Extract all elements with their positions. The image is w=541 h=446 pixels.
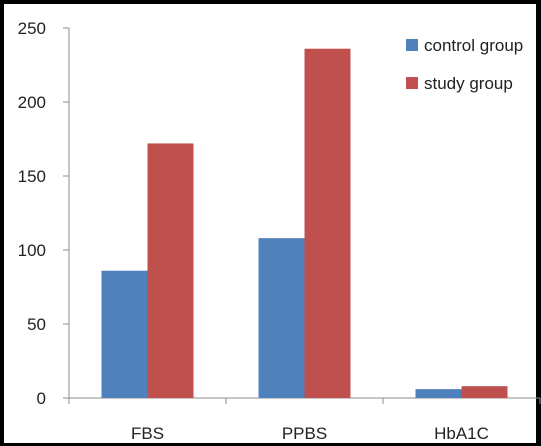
y-tick-label: 100	[18, 241, 46, 260]
y-tick-label: 250	[18, 19, 46, 38]
bar-study-group-FBS	[147, 143, 194, 398]
x-category-label: HbA1C	[434, 424, 489, 443]
legend-swatch	[406, 39, 418, 51]
legend-label: control group	[424, 36, 523, 55]
x-category-label: PPBS	[282, 424, 327, 443]
bar-study-group-PPBS	[304, 48, 351, 398]
y-tick-label: 0	[37, 389, 46, 408]
y-tick-label: 200	[18, 93, 46, 112]
legend-swatch	[406, 77, 418, 89]
bar-control-group-HbA1C	[415, 389, 462, 398]
bar-control-group-PPBS	[258, 238, 305, 398]
legend-label: study group	[424, 74, 513, 93]
bar-study-group-HbA1C	[461, 386, 508, 398]
y-tick-label: 50	[27, 315, 46, 334]
x-category-label: FBS	[131, 424, 164, 443]
bar-control-group-FBS	[101, 270, 148, 398]
y-tick-label: 150	[18, 167, 46, 186]
